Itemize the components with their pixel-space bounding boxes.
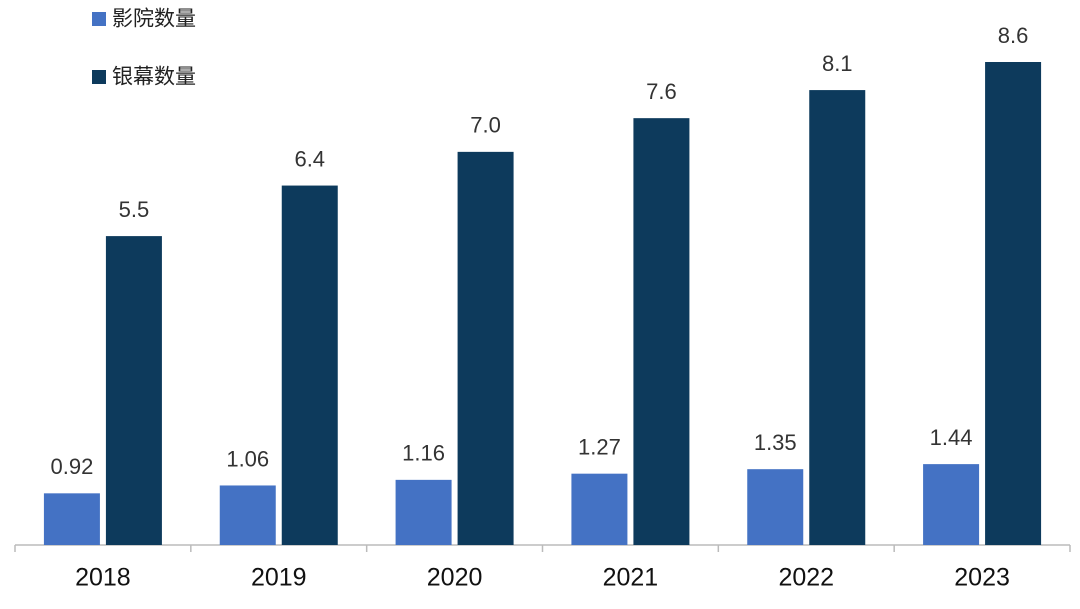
x-tick-label: 2021 [603,564,659,592]
bar [571,473,628,545]
bar [43,493,100,545]
x-tick-label: 2023 [954,564,1010,592]
value-label: 1.16 [402,441,445,466]
bar [633,118,690,546]
value-label: 7.6 [646,79,677,104]
bar [219,485,276,545]
value-label: 5.5 [119,197,150,222]
bar [747,469,804,545]
x-tick-label: 2018 [75,564,131,592]
value-label: 8.6 [998,23,1029,48]
legend-label: 银幕数量 [112,66,196,89]
value-label: 1.27 [578,434,621,459]
legend-swatch [92,70,106,84]
legend-swatch [92,12,106,26]
bar [105,236,162,545]
bar [457,151,514,545]
x-tick-label: 2019 [251,564,307,592]
bar [809,90,866,546]
bar [923,464,980,545]
x-tick-label: 2020 [427,564,483,592]
x-tick-label: 2022 [778,564,834,592]
value-label: 6.4 [294,146,325,171]
value-label: 1.44 [930,425,973,450]
bar [281,185,338,545]
value-label: 1.35 [754,430,797,455]
value-label: 1.06 [226,446,269,471]
value-label: 7.0 [470,113,501,138]
value-label: 8.1 [822,51,853,76]
legend-label: 影院数量 [112,8,196,31]
bar [395,479,452,545]
bar [985,62,1042,545]
value-label: 0.92 [51,454,94,479]
